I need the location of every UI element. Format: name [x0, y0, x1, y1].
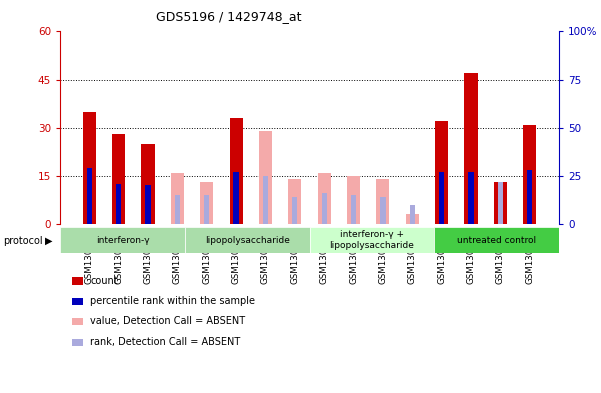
Bar — [347, 176, 360, 224]
Bar — [83, 112, 96, 224]
Bar — [410, 205, 415, 224]
Text: count: count — [90, 275, 118, 286]
Bar — [380, 197, 385, 224]
Text: interferon-γ +
lipopolysaccharide: interferon-γ + lipopolysaccharide — [329, 230, 414, 250]
Text: rank, Detection Call = ABSENT: rank, Detection Call = ABSENT — [90, 337, 240, 347]
Bar — [112, 134, 126, 224]
Bar — [292, 197, 297, 224]
Text: protocol: protocol — [3, 235, 43, 246]
Bar — [523, 125, 536, 224]
Bar — [185, 227, 310, 253]
Bar — [351, 195, 356, 224]
Bar — [175, 195, 180, 224]
Bar — [310, 227, 434, 253]
Bar — [171, 173, 184, 224]
Text: value, Detection Call = ABSENT: value, Detection Call = ABSENT — [90, 316, 245, 327]
Bar — [60, 227, 185, 253]
Text: percentile rank within the sample: percentile rank within the sample — [90, 296, 255, 306]
Bar — [204, 195, 209, 224]
Text: untreated control: untreated control — [457, 236, 536, 244]
Bar — [259, 131, 272, 224]
Bar — [200, 182, 213, 224]
Bar — [465, 73, 478, 224]
Bar — [116, 184, 121, 224]
Bar — [141, 144, 154, 224]
Bar — [493, 182, 507, 224]
Bar — [317, 173, 331, 224]
Text: interferon-γ: interferon-γ — [96, 236, 149, 244]
Bar — [434, 227, 559, 253]
Bar — [263, 176, 268, 224]
Bar — [498, 182, 503, 224]
Bar — [234, 172, 239, 224]
Bar — [376, 179, 389, 224]
Text: lipopolysaccharide: lipopolysaccharide — [205, 236, 290, 244]
Text: ▶: ▶ — [46, 235, 53, 246]
Bar — [439, 172, 444, 224]
Bar — [468, 172, 474, 224]
Bar — [230, 118, 243, 224]
Bar — [145, 185, 151, 224]
Bar — [322, 193, 327, 224]
Text: GDS5196 / 1429748_at: GDS5196 / 1429748_at — [156, 10, 301, 23]
Bar — [527, 170, 532, 224]
Bar — [87, 168, 92, 224]
Bar — [406, 214, 419, 224]
Bar — [288, 179, 302, 224]
Bar — [435, 121, 448, 224]
